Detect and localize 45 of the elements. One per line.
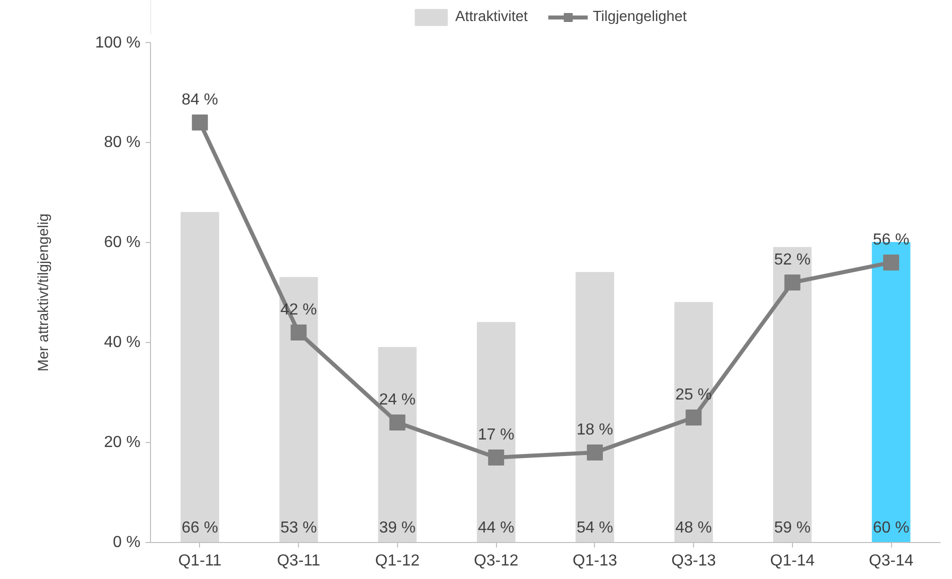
data-label: 17 % [478, 426, 514, 444]
bar [674, 302, 713, 542]
data-label: 66 % [182, 520, 218, 536]
y-tick-label: 80 % [104, 134, 140, 151]
data-label: 39 % [379, 520, 416, 536]
legend-label: Attraktivitet [455, 9, 528, 25]
y-tick-label: 20 % [104, 434, 140, 451]
point [389, 414, 406, 430]
point [290, 324, 307, 340]
data-label: 59 % [774, 520, 811, 536]
point [686, 410, 702, 426]
x-tick-label: Q1-14 [770, 552, 815, 570]
point [883, 254, 900, 270]
y-tick-label: 40 % [104, 334, 140, 351]
data-label: 18 % [576, 422, 614, 438]
data-label: 52 % [774, 252, 811, 268]
x-tick-label: Q1-12 [375, 552, 420, 570]
bar [378, 347, 417, 542]
bar [279, 277, 318, 542]
bar [576, 272, 614, 542]
data-label: 53 % [280, 520, 317, 536]
data-label: 54 % [576, 520, 614, 536]
x-tick-label: Q3-14 [868, 552, 914, 570]
data-label: 44 % [478, 520, 514, 536]
x-tick-label: Q1-13 [572, 552, 618, 570]
y-tick-label: 100 % [95, 34, 141, 52]
x-tick-label: Q3-11 [276, 552, 320, 570]
y-tick-label: 0 % [112, 534, 141, 551]
bar [180, 212, 220, 542]
x-tick-label: Q1-11 [178, 552, 222, 570]
x-tick-label: Q3-12 [474, 552, 518, 570]
legend-label: Tilgjengelighet [592, 9, 687, 25]
bar [476, 322, 516, 542]
data-label: 84 % [182, 92, 218, 108]
data-label: 60 % [872, 520, 910, 536]
bar [773, 247, 812, 542]
x-tick-label: Q3-13 [671, 552, 716, 570]
data-label: 48 % [675, 520, 712, 536]
point [488, 450, 504, 466]
point [586, 444, 603, 460]
data-label: 24 % [379, 392, 416, 408]
point [192, 114, 208, 130]
y-tick-label: 60 % [104, 234, 140, 251]
point [784, 274, 800, 290]
y-axis-title: Mer attraktivt/tilgjengelig [36, 213, 52, 372]
